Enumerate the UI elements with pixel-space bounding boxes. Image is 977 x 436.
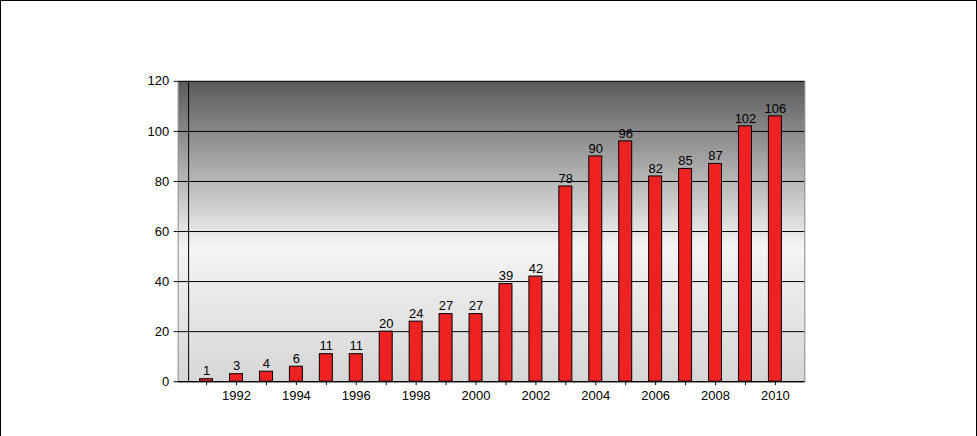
svg-text:106: 106 (765, 101, 787, 116)
svg-text:1992: 1992 (222, 388, 251, 403)
svg-text:2006: 2006 (641, 388, 670, 403)
svg-text:96: 96 (618, 126, 632, 141)
svg-text:39: 39 (499, 268, 513, 283)
svg-text:90: 90 (589, 141, 603, 156)
svg-text:1996: 1996 (342, 388, 371, 403)
svg-text:2008: 2008 (701, 388, 730, 403)
svg-text:20: 20 (379, 316, 393, 331)
svg-text:20: 20 (155, 324, 169, 339)
svg-text:40: 40 (155, 274, 169, 289)
svg-text:27: 27 (439, 298, 453, 313)
svg-text:87: 87 (708, 148, 722, 163)
svg-text:85: 85 (678, 153, 692, 168)
svg-text:6: 6 (293, 351, 300, 366)
svg-text:100: 100 (148, 124, 170, 139)
svg-text:42: 42 (529, 261, 543, 276)
svg-text:82: 82 (648, 161, 662, 176)
svg-text:102: 102 (735, 111, 757, 126)
svg-text:24: 24 (409, 306, 423, 321)
svg-text:2002: 2002 (521, 388, 550, 403)
svg-text:2004: 2004 (581, 388, 610, 403)
svg-text:2010: 2010 (761, 388, 790, 403)
svg-text:60: 60 (155, 224, 169, 239)
svg-text:4: 4 (263, 356, 270, 371)
svg-text:11: 11 (320, 338, 333, 353)
svg-text:78: 78 (559, 171, 573, 186)
svg-text:11: 11 (350, 338, 363, 353)
svg-text:1: 1 (203, 363, 210, 378)
svg-text:1998: 1998 (402, 388, 431, 403)
svg-text:27: 27 (469, 298, 483, 313)
svg-text:1994: 1994 (282, 388, 311, 403)
svg-text:0: 0 (162, 374, 169, 389)
svg-text:80: 80 (155, 174, 169, 189)
svg-text:120: 120 (148, 73, 170, 88)
svg-text:2000: 2000 (462, 388, 491, 403)
svg-text:3: 3 (233, 358, 240, 373)
